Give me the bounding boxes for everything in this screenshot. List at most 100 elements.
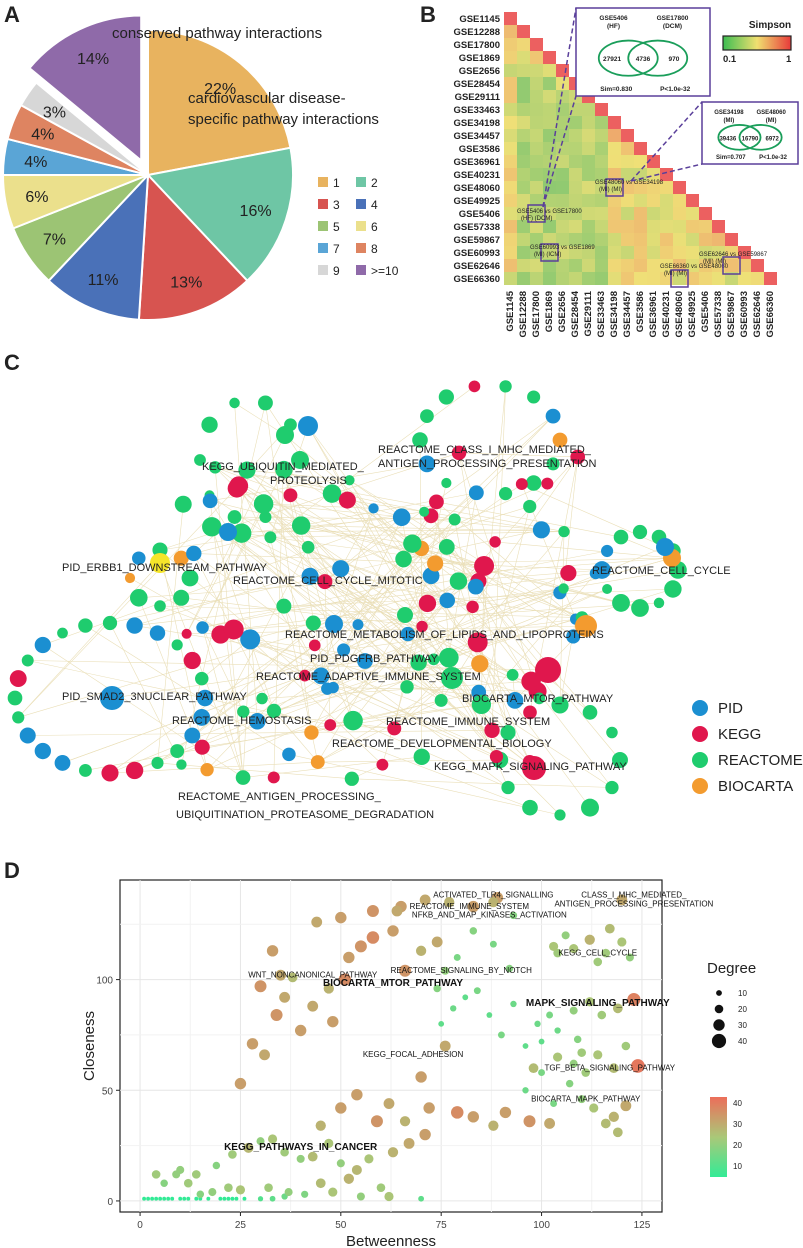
heat-cell xyxy=(569,181,582,194)
network-edge xyxy=(349,480,501,761)
scatter-point xyxy=(151,1170,161,1179)
network-node xyxy=(449,572,468,590)
network-legend-dot xyxy=(692,700,708,716)
scatter-point xyxy=(234,1196,239,1201)
network-edge xyxy=(394,677,453,729)
network-edge xyxy=(27,729,493,736)
network-node xyxy=(439,592,455,609)
scatter-point xyxy=(257,1196,264,1202)
heat-cell xyxy=(530,103,543,116)
pie-legend-label: >=10 xyxy=(371,264,399,278)
network-node xyxy=(325,615,343,633)
heat-cell xyxy=(517,155,530,168)
heat-cell xyxy=(543,246,556,259)
heat-cell xyxy=(634,272,647,285)
heat-cell xyxy=(556,220,569,233)
heat-cell xyxy=(543,129,556,142)
network-node xyxy=(101,764,119,782)
heat-col-label: GSE28454 xyxy=(570,290,581,337)
network-node xyxy=(276,598,292,614)
x-axis-title: Betweenness xyxy=(346,1233,436,1248)
network-node xyxy=(551,696,569,714)
network-node xyxy=(554,809,566,821)
pie-slice-1 xyxy=(147,28,292,177)
network-node xyxy=(208,461,222,474)
network-node xyxy=(181,569,199,587)
heat-cell xyxy=(595,272,608,285)
network-edge xyxy=(309,575,538,692)
network-edge xyxy=(62,675,305,764)
heat-cell xyxy=(738,259,751,272)
network-edge xyxy=(436,501,622,538)
scatter-point xyxy=(343,951,355,964)
scatter-point xyxy=(467,1111,480,1123)
network-node xyxy=(267,771,280,784)
network-edge xyxy=(134,573,596,626)
scatter-point xyxy=(383,1098,395,1109)
heat-cell xyxy=(686,233,699,246)
heat-cell xyxy=(530,64,543,77)
venn-sim: Sim=0.830 xyxy=(600,86,632,93)
network-node xyxy=(400,680,414,694)
heat-cell xyxy=(517,194,530,207)
network-node xyxy=(506,692,524,709)
heat-row-label: GSE40231 xyxy=(454,170,501,181)
heat-cell xyxy=(517,259,530,272)
heat-cell xyxy=(504,142,517,155)
heat-cell xyxy=(634,181,647,194)
network-node xyxy=(194,454,206,466)
scatter-annotation: BIOCARTA_MTOR_PATHWAY xyxy=(323,978,463,989)
scatter-point xyxy=(612,1003,623,1014)
heat-cell xyxy=(595,103,608,116)
network-edge xyxy=(238,481,473,608)
network-edge xyxy=(129,577,395,729)
heat-cell xyxy=(712,246,725,259)
network-edge xyxy=(227,531,335,625)
y-tick-label: 100 xyxy=(96,976,113,987)
scatter-annotation: MAPK_SIGNALING_PATHWAY xyxy=(526,998,670,1009)
network-node xyxy=(301,540,315,554)
scatter-point xyxy=(226,1196,231,1201)
heat-cell xyxy=(543,207,556,220)
scatter-point xyxy=(523,1115,536,1128)
network-node xyxy=(552,432,568,448)
network-node xyxy=(575,615,597,637)
network-legend-label: BIOCARTA xyxy=(718,778,793,795)
heat-cell xyxy=(543,103,556,116)
scatter-point xyxy=(497,1031,505,1039)
heat-cell xyxy=(751,259,764,272)
heat-cell xyxy=(608,246,621,259)
network-node xyxy=(664,580,682,598)
venn-left-sub: (MI) xyxy=(724,118,735,124)
size-legend-dot xyxy=(713,1019,725,1031)
network-node xyxy=(501,780,515,795)
pie-slice->=10 xyxy=(28,14,143,163)
scatter-point xyxy=(311,916,323,928)
scatter-point xyxy=(621,1041,631,1051)
scatter-point xyxy=(230,1196,235,1201)
heat-cell xyxy=(543,168,556,181)
heat-cell xyxy=(686,246,699,259)
scatter-point xyxy=(553,948,562,958)
heat-cell xyxy=(543,90,556,103)
network-edge xyxy=(234,402,286,436)
y-axis-title: Closeness xyxy=(81,1011,98,1081)
network-node xyxy=(54,755,71,771)
network-label: KEGG_MAPK_SIGNALING_PATHWAY xyxy=(434,761,627,773)
network-edge xyxy=(349,480,574,637)
network-edge xyxy=(435,557,673,564)
network-edge xyxy=(42,516,402,646)
network-node xyxy=(132,551,146,565)
heat-cell xyxy=(660,272,673,285)
network-node xyxy=(418,455,436,473)
scatter-point xyxy=(431,936,443,948)
heat-cell xyxy=(608,194,621,207)
scatter-point xyxy=(617,937,627,947)
heat-cell xyxy=(556,194,569,207)
network-edge xyxy=(186,533,242,634)
network-node xyxy=(570,449,586,465)
heat-cell xyxy=(673,246,686,259)
scatter-point xyxy=(235,1185,246,1195)
network-node xyxy=(653,597,665,609)
heat-row-label: GSE12288 xyxy=(454,27,500,38)
